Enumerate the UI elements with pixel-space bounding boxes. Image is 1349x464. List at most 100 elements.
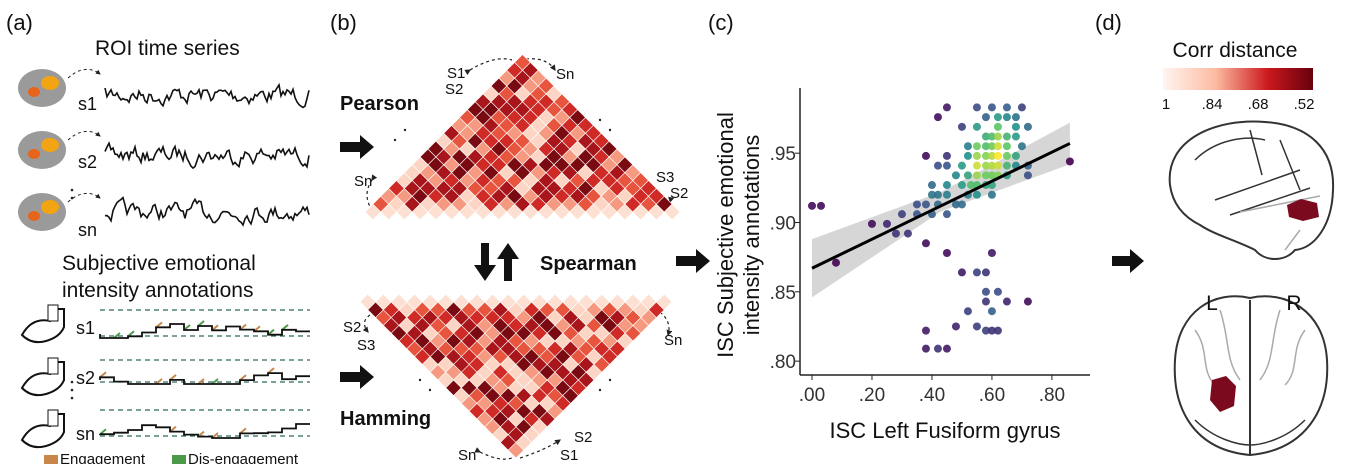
matrix-label: S2 — [445, 81, 463, 98]
legend-swatch — [44, 455, 58, 464]
scatter-point — [933, 344, 942, 353]
scatter-point — [981, 297, 990, 306]
scatter-point — [942, 344, 951, 353]
matrix-label: S2 — [670, 185, 688, 202]
flow-arrows — [340, 135, 1144, 389]
scatter-point — [951, 171, 960, 180]
scatter-point — [1023, 297, 1032, 306]
matrix-label: S2 — [574, 429, 592, 446]
matrix-label: S1 — [447, 65, 465, 82]
hemisphere-label: L — [1206, 292, 1218, 315]
brain-activation — [41, 138, 59, 152]
ellipsis-dot — [70, 188, 74, 192]
brain-activation — [28, 211, 40, 221]
x-axis-title: ISC Left Fusiform gyrus — [829, 418, 1060, 443]
brain-region — [1210, 376, 1236, 412]
colorbar-tick: .52 — [1294, 96, 1315, 113]
scatter-point — [891, 229, 900, 238]
scatter-point — [987, 248, 996, 257]
brain-activation — [41, 76, 59, 90]
ellipsis-dot — [598, 388, 602, 392]
time-series — [104, 196, 310, 227]
legend-swatch — [172, 455, 186, 464]
scatter-point — [993, 113, 1002, 122]
y-tick-label: .80 — [770, 352, 796, 373]
scatter-point — [981, 268, 990, 277]
scatter-point — [963, 151, 972, 160]
scatter-point — [981, 326, 990, 335]
brain-icon — [18, 131, 66, 169]
scatter-point — [972, 171, 981, 180]
scatter-point — [1002, 132, 1011, 141]
scatter-point — [831, 258, 840, 267]
colorbar-title: Corr distance — [1173, 39, 1298, 62]
scatter-point — [933, 113, 942, 122]
scatter-point — [957, 200, 966, 209]
scatter-point — [966, 181, 975, 190]
scatter-point — [942, 181, 951, 190]
y-tick-label: .90 — [770, 213, 796, 234]
brain-lateral — [1168, 120, 1335, 260]
scatter-point — [1002, 297, 1011, 306]
scatter-point — [951, 200, 960, 209]
matrix-cell — [655, 293, 673, 311]
matrix-label: Sn — [664, 332, 682, 349]
annotation-trace — [99, 323, 310, 339]
method-label: Pearson — [340, 93, 419, 115]
scatter-point — [981, 142, 990, 151]
scatter-point — [963, 307, 972, 316]
confidence-band — [811, 122, 1070, 298]
ellipsis-dot — [598, 118, 602, 122]
scatter-point — [942, 103, 951, 112]
scatter-point — [993, 142, 1002, 151]
matrix-label: S3 — [357, 337, 375, 354]
brain-icon — [18, 69, 66, 107]
scatter-point — [972, 322, 981, 331]
roi-title: ROI time series — [95, 37, 240, 60]
brain-region — [1287, 199, 1319, 221]
scatter-point — [987, 103, 996, 112]
scatter-point — [1011, 122, 1020, 131]
scatter-point — [957, 268, 966, 277]
scatter-point — [963, 171, 972, 180]
scatter-point — [1023, 171, 1032, 180]
matrix-label: Sn — [354, 173, 372, 190]
matrix-cell — [663, 203, 681, 221]
ellipsis-dot — [70, 196, 74, 200]
annotation-trace — [99, 423, 310, 439]
scatter-point — [987, 161, 996, 170]
scatter-point — [987, 326, 996, 335]
brain-icon — [18, 193, 66, 231]
scatter-point — [1002, 142, 1011, 151]
legend-label: Dis-engagement — [188, 451, 299, 464]
panel-label: (a) — [6, 10, 33, 35]
scatter-point — [942, 190, 951, 199]
scatter-point — [993, 151, 1002, 160]
panel-label: (c) — [708, 10, 734, 35]
scatter-point — [987, 142, 996, 151]
scatter-point — [972, 142, 981, 151]
button-icon — [47, 409, 59, 427]
scatter-point — [807, 201, 816, 210]
scatter-point — [981, 287, 990, 296]
scatter-point — [987, 151, 996, 160]
annotation-trace — [99, 372, 310, 385]
arrow — [67, 130, 101, 141]
brain-activation — [41, 200, 59, 214]
scatter-point — [972, 103, 981, 112]
scatter-point — [867, 219, 876, 228]
scatter-point — [912, 200, 921, 209]
scatter-point — [942, 210, 951, 219]
x-tick-label: .60 — [979, 385, 1005, 406]
y-axis-title: ISC Subjective emotional intensity annot… — [713, 112, 764, 358]
scatter-point — [921, 344, 930, 353]
ellipsis-dot — [608, 378, 612, 382]
panel-label: (d) — [1095, 10, 1122, 35]
scatter-point — [972, 190, 981, 199]
annotation-title: Subjective emotional — [62, 252, 256, 275]
scatter-point — [897, 210, 906, 219]
scatter-point — [987, 171, 996, 180]
panel-label: (b) — [330, 10, 357, 35]
scatter-point — [1002, 103, 1011, 112]
